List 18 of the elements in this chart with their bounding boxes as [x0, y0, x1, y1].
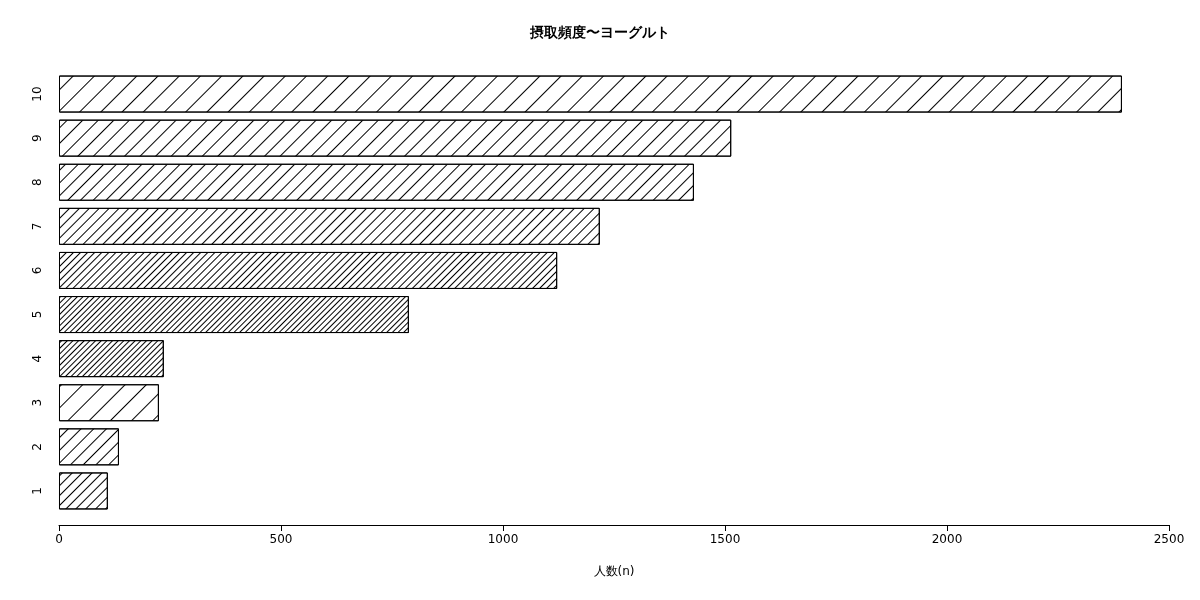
x-tick-label: 500 — [269, 532, 293, 546]
x-tick-label: 1500 — [709, 532, 741, 546]
y-tick-label: 4 — [30, 354, 44, 363]
x-axis-title: 人数(n) — [593, 564, 635, 578]
y-tick-label: 1 — [30, 487, 44, 495]
x-tick-label: 2500 — [1153, 532, 1185, 546]
x-tick-label: 2000 — [931, 532, 963, 546]
y-tick-label: 3 — [30, 398, 44, 407]
y-tick-label: 10 — [30, 86, 44, 102]
y-tick-label: 6 — [30, 266, 44, 275]
x-tick-label: 1000 — [487, 532, 519, 546]
y-tick-label: 8 — [30, 178, 44, 187]
y-tick-label: 7 — [30, 222, 44, 231]
chart-title: 摂取頻度〜ヨーグルト — [529, 24, 670, 40]
y-tick-label: 9 — [30, 134, 44, 142]
y-tick-label: 2 — [30, 443, 44, 451]
y-tick-label: 5 — [30, 310, 44, 319]
x-tick-label: 0 — [55, 532, 63, 546]
